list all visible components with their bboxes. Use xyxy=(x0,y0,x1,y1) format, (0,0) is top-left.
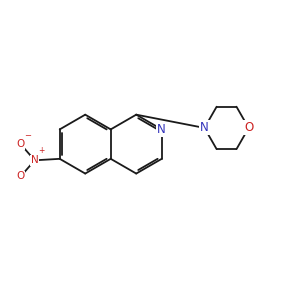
Text: +: + xyxy=(38,146,45,155)
Text: O: O xyxy=(16,139,25,149)
Text: N: N xyxy=(200,122,209,134)
Text: N: N xyxy=(31,155,39,165)
Text: −: − xyxy=(24,131,31,140)
Text: N: N xyxy=(157,123,166,136)
Text: O: O xyxy=(244,122,253,134)
Text: O: O xyxy=(16,172,25,182)
